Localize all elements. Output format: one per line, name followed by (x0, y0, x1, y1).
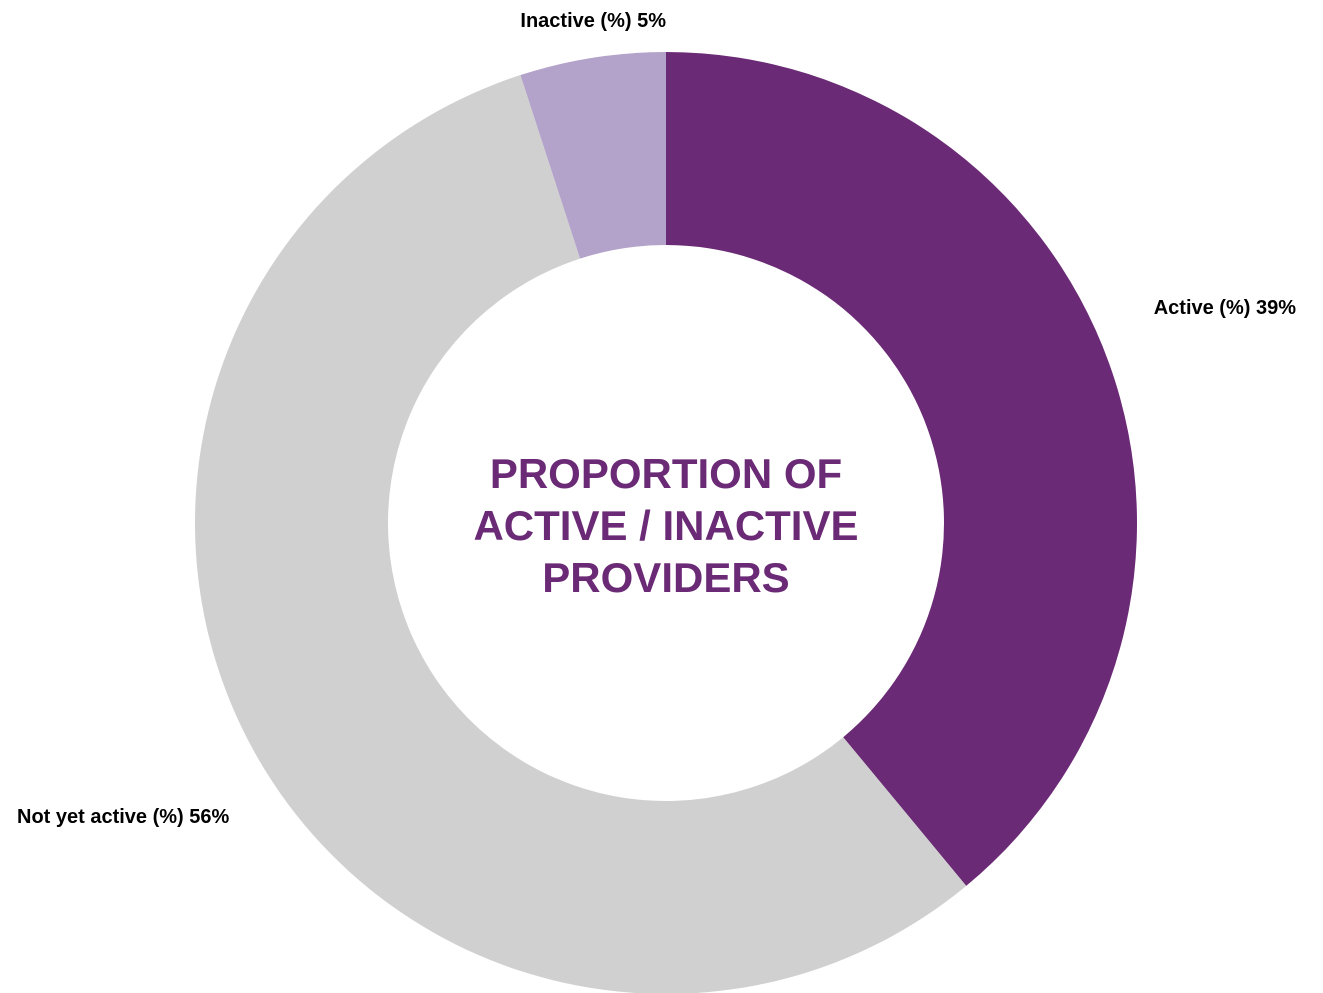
data-label-inactive: Inactive (%) 5% (520, 10, 666, 32)
slice-active (666, 52, 1138, 886)
slice-inactive (520, 52, 666, 259)
chart-title-line-3: PROVIDERS (542, 554, 790, 601)
slice-labels: Active (%) 39% Not yet active (%) 56% Inac… (17, 10, 1296, 828)
data-label-not-yet-active: Not yet active (%) 56% (17, 806, 230, 828)
slice-not-yet-active (195, 75, 967, 993)
chart-title-line-2: ACTIVE / INACTIVE (473, 502, 859, 549)
donut-slices (195, 52, 1138, 993)
chart-title: PROPORTION OF ACTIVE / INACTIVE PROVIDER… (426, 448, 906, 604)
chart-title-line-1: PROPORTION OF (489, 450, 843, 497)
data-label-active: Active (%) 39% (1154, 297, 1296, 319)
